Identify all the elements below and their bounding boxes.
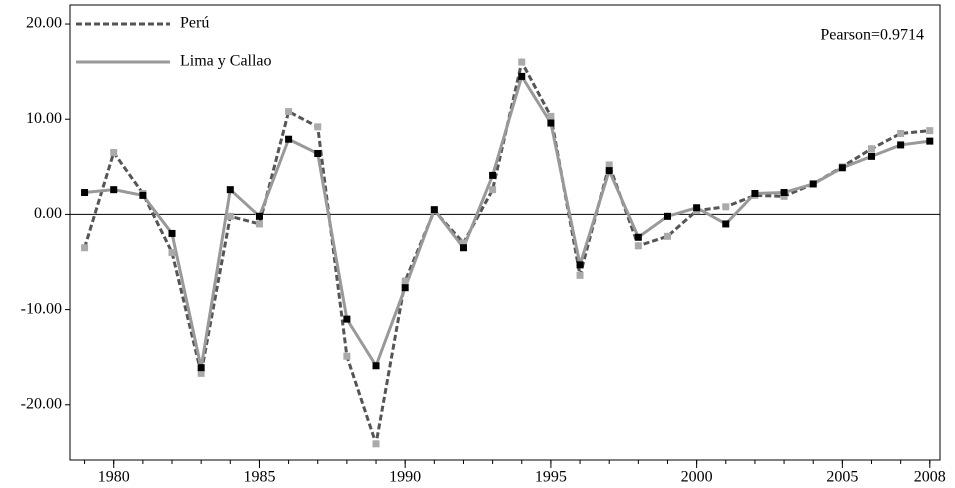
marker bbox=[401, 277, 409, 285]
marker bbox=[255, 220, 263, 228]
marker bbox=[459, 239, 467, 247]
x-tick-label: 1995 bbox=[535, 469, 567, 486]
marker bbox=[343, 315, 351, 323]
marker bbox=[576, 261, 584, 269]
marker bbox=[722, 203, 730, 211]
marker bbox=[838, 164, 846, 172]
marker bbox=[634, 242, 642, 250]
marker bbox=[926, 137, 934, 145]
marker bbox=[518, 58, 526, 66]
marker bbox=[372, 362, 380, 370]
marker bbox=[81, 189, 89, 197]
marker bbox=[663, 212, 671, 220]
series-line bbox=[84, 72, 930, 370]
marker bbox=[547, 112, 555, 120]
y-tick-label: -10.00 bbox=[21, 300, 62, 317]
marker bbox=[722, 220, 730, 228]
marker bbox=[314, 123, 322, 131]
marker bbox=[285, 108, 293, 116]
marker bbox=[780, 189, 788, 197]
marker bbox=[110, 149, 118, 157]
y-tick-label: 0.00 bbox=[34, 205, 62, 222]
marker bbox=[168, 229, 176, 237]
marker bbox=[285, 135, 293, 143]
x-tick-label: 2008 bbox=[914, 469, 946, 486]
series-line bbox=[83, 57, 930, 445]
marker bbox=[226, 186, 234, 194]
annotation: Pearson=0.9714 bbox=[820, 27, 924, 44]
marker bbox=[576, 271, 584, 279]
marker bbox=[197, 369, 205, 377]
marker bbox=[197, 364, 205, 372]
marker bbox=[343, 352, 351, 360]
marker bbox=[255, 212, 263, 220]
marker bbox=[314, 149, 322, 157]
marker bbox=[605, 167, 613, 175]
marker bbox=[226, 212, 234, 220]
y-tick-label: 10.00 bbox=[26, 110, 62, 127]
marker bbox=[518, 72, 526, 80]
marker bbox=[897, 141, 905, 149]
plot-frame bbox=[69, 4, 941, 461]
x-tick-label: 1980 bbox=[98, 469, 130, 486]
marker bbox=[868, 152, 876, 160]
marker bbox=[663, 232, 671, 240]
marker bbox=[459, 244, 467, 252]
marker bbox=[81, 244, 89, 252]
x-tick-label: 2000 bbox=[681, 469, 713, 486]
marker bbox=[489, 186, 497, 194]
marker bbox=[634, 233, 642, 241]
marker bbox=[868, 145, 876, 153]
marker bbox=[430, 206, 438, 214]
marker bbox=[897, 130, 905, 138]
marker bbox=[780, 192, 788, 200]
marker bbox=[693, 204, 701, 212]
marker bbox=[372, 440, 380, 448]
marker bbox=[547, 119, 555, 127]
marker bbox=[110, 186, 118, 194]
marker bbox=[809, 180, 817, 188]
marker bbox=[605, 161, 613, 169]
marker bbox=[139, 191, 147, 199]
marker bbox=[751, 189, 759, 197]
x-tick-label: 2005 bbox=[826, 469, 858, 486]
marker bbox=[168, 248, 176, 256]
marker bbox=[401, 284, 409, 292]
x-tick-label: 1985 bbox=[243, 469, 275, 486]
y-tick-label: -20.00 bbox=[21, 395, 62, 412]
y-tick-label: 20.00 bbox=[26, 15, 62, 32]
marker bbox=[489, 171, 497, 179]
legend-label: Perú bbox=[180, 15, 209, 32]
legend-label: Lima y Callao bbox=[180, 53, 272, 70]
x-tick-label: 1990 bbox=[389, 469, 421, 486]
marker bbox=[926, 127, 934, 135]
